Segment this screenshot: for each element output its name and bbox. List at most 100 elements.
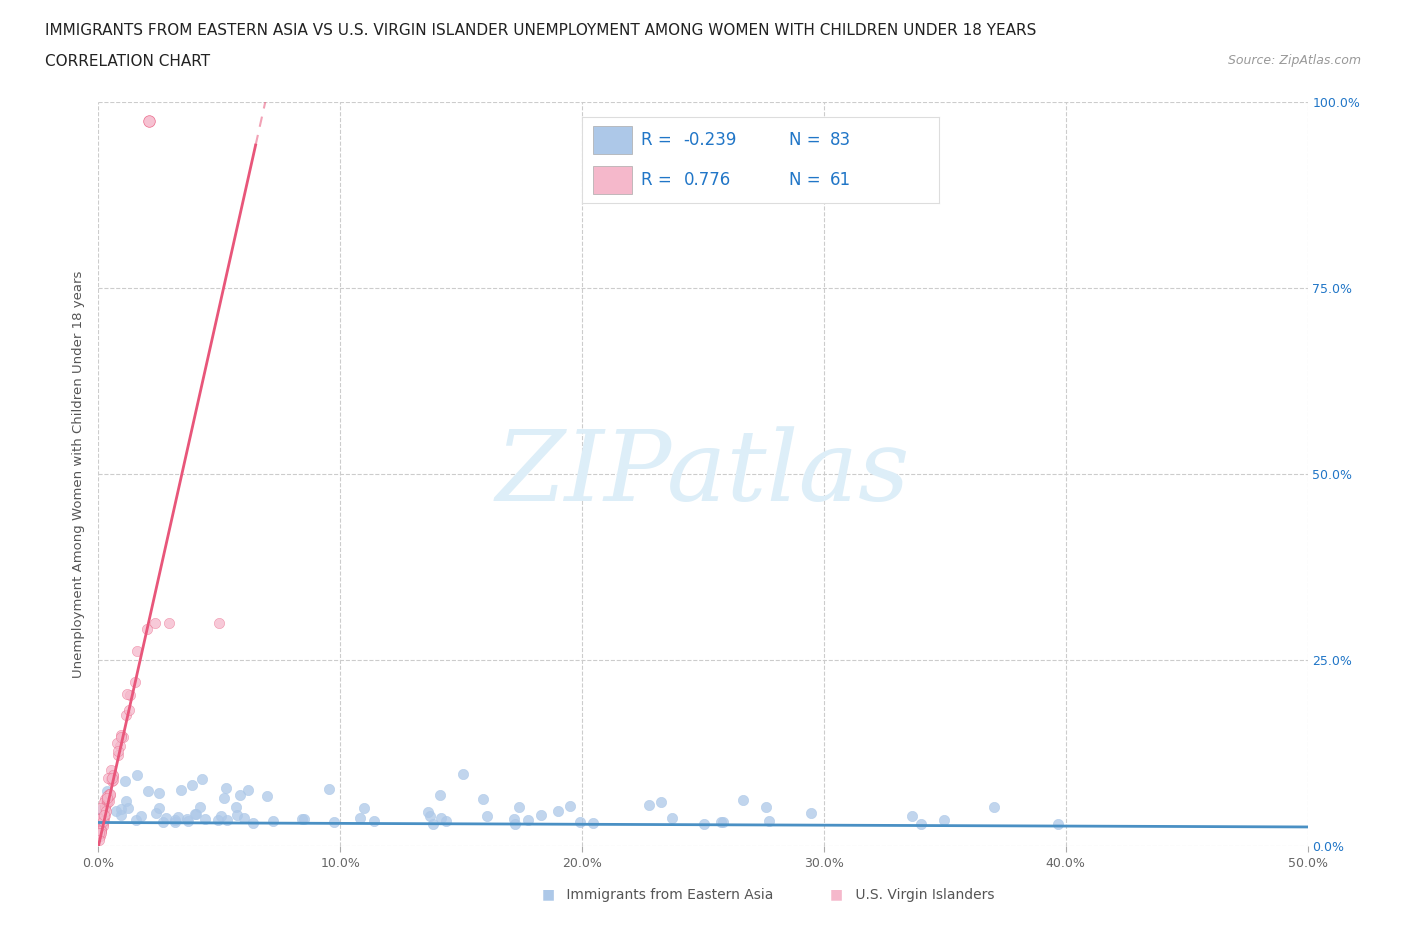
Point bbox=[429, 787, 451, 802]
Point bbox=[103, 767, 125, 782]
Point bbox=[159, 616, 181, 631]
Point bbox=[517, 813, 540, 828]
Point bbox=[242, 816, 264, 830]
Point bbox=[451, 767, 474, 782]
Point bbox=[89, 825, 111, 840]
Point bbox=[110, 807, 132, 822]
Point bbox=[93, 801, 115, 816]
Point bbox=[349, 811, 371, 826]
Point bbox=[87, 812, 110, 827]
Point bbox=[93, 808, 115, 823]
Point bbox=[98, 788, 121, 803]
Point bbox=[89, 811, 111, 826]
Point bbox=[148, 786, 170, 801]
Point bbox=[932, 812, 955, 827]
Point bbox=[207, 813, 229, 828]
Point bbox=[475, 808, 498, 823]
Point bbox=[93, 811, 115, 826]
Point bbox=[103, 772, 125, 787]
Point bbox=[758, 814, 780, 829]
Point bbox=[120, 688, 142, 703]
Point bbox=[217, 813, 239, 828]
Point bbox=[530, 807, 553, 822]
Point bbox=[710, 815, 733, 830]
Text: IMMIGRANTS FROM EASTERN ASIA VS U.S. VIRGIN ISLANDER UNEMPLOYMENT AMONG WOMEN WI: IMMIGRANTS FROM EASTERN ASIA VS U.S. VIR… bbox=[45, 23, 1036, 38]
Point bbox=[90, 822, 112, 837]
Point bbox=[422, 817, 444, 831]
Point bbox=[101, 769, 124, 784]
Point bbox=[100, 763, 122, 777]
Point bbox=[110, 802, 132, 817]
Point bbox=[91, 814, 114, 829]
Point bbox=[87, 826, 110, 841]
Point bbox=[163, 813, 186, 828]
Point bbox=[89, 812, 111, 827]
Point bbox=[91, 818, 114, 833]
Point bbox=[318, 782, 340, 797]
Point bbox=[90, 824, 112, 839]
Point bbox=[89, 817, 111, 831]
Point bbox=[115, 793, 138, 808]
Point bbox=[115, 686, 138, 701]
Point bbox=[472, 792, 495, 807]
Point bbox=[97, 793, 120, 808]
Point bbox=[90, 823, 112, 838]
Point bbox=[91, 816, 114, 830]
Point bbox=[155, 811, 177, 826]
Text: Source: ZipAtlas.com: Source: ZipAtlas.com bbox=[1227, 54, 1361, 67]
Point bbox=[138, 113, 160, 128]
Point bbox=[229, 788, 252, 803]
Point bbox=[91, 810, 114, 825]
Point bbox=[638, 797, 661, 812]
Point bbox=[711, 815, 734, 830]
Point bbox=[434, 813, 457, 828]
Point bbox=[138, 784, 160, 799]
Point bbox=[731, 793, 754, 808]
Text: Immigrants from Eastern Asia: Immigrants from Eastern Asia bbox=[562, 887, 773, 902]
Point bbox=[94, 792, 117, 807]
Point bbox=[419, 809, 441, 824]
Point bbox=[104, 804, 127, 818]
Point bbox=[129, 809, 152, 824]
Point bbox=[91, 815, 114, 830]
Point bbox=[93, 794, 115, 809]
Point bbox=[292, 812, 315, 827]
Point bbox=[125, 767, 148, 782]
Point bbox=[225, 800, 247, 815]
Text: ■: ■ bbox=[830, 887, 842, 902]
Point bbox=[98, 786, 121, 801]
Point bbox=[96, 804, 118, 818]
Point bbox=[900, 809, 922, 824]
Point bbox=[184, 806, 207, 821]
Point bbox=[983, 800, 1005, 815]
Point bbox=[430, 811, 453, 826]
Point bbox=[135, 621, 157, 636]
Point bbox=[96, 790, 118, 805]
Point bbox=[661, 810, 683, 825]
Text: ■: ■ bbox=[541, 887, 554, 902]
Point bbox=[650, 794, 672, 809]
Point bbox=[94, 807, 117, 822]
Point bbox=[209, 808, 232, 823]
Point bbox=[163, 815, 186, 830]
Point bbox=[108, 738, 131, 753]
Point bbox=[755, 799, 778, 814]
Point bbox=[101, 771, 124, 786]
Point bbox=[547, 804, 569, 818]
Point bbox=[110, 727, 132, 742]
Point bbox=[503, 811, 526, 826]
Point bbox=[96, 793, 118, 808]
Point bbox=[693, 817, 716, 831]
Point bbox=[96, 789, 118, 804]
Point bbox=[97, 787, 120, 802]
Point bbox=[114, 774, 136, 789]
Point bbox=[111, 729, 134, 744]
Point bbox=[214, 790, 236, 805]
Point bbox=[238, 782, 260, 797]
Point bbox=[508, 799, 530, 814]
Point bbox=[118, 702, 141, 717]
Point bbox=[180, 777, 202, 792]
Point bbox=[110, 730, 132, 745]
Point bbox=[503, 817, 526, 831]
Point bbox=[91, 817, 114, 831]
